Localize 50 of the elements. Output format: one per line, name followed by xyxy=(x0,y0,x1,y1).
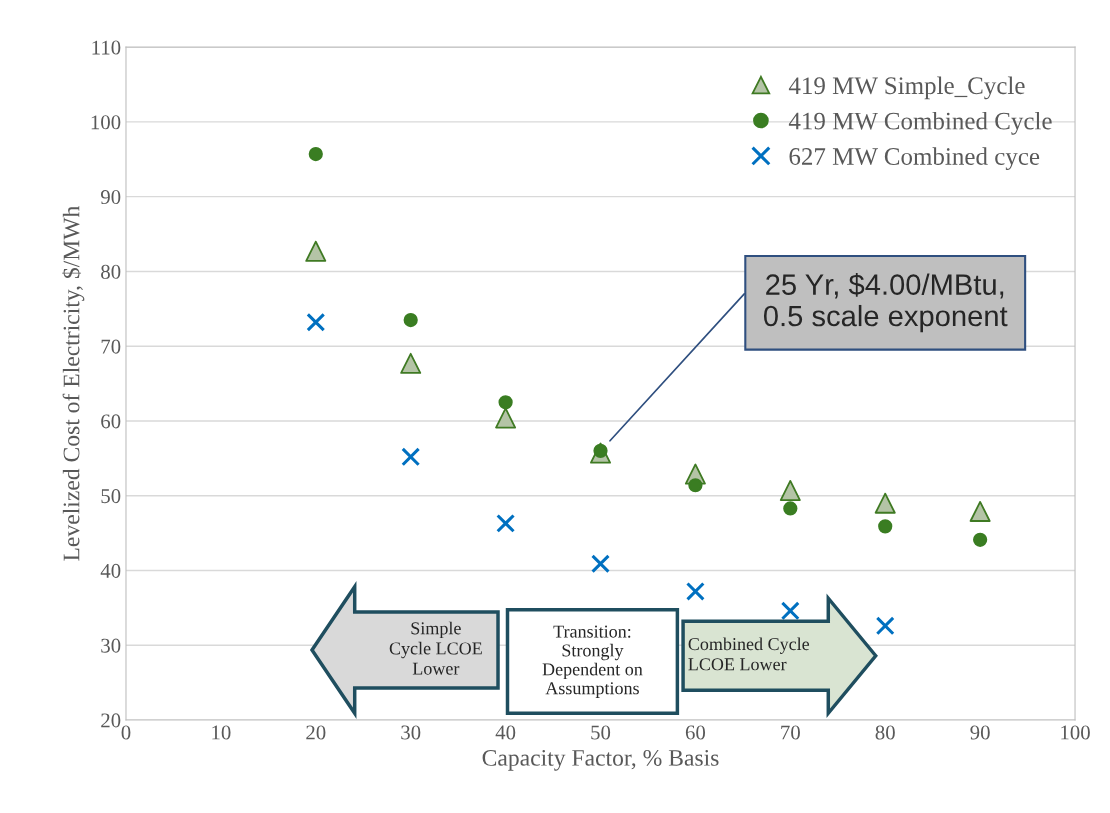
point xyxy=(685,581,705,601)
point xyxy=(878,519,893,534)
point xyxy=(498,395,513,410)
x-tick-label: 50 xyxy=(591,725,611,740)
point xyxy=(874,492,896,514)
y-tick-label: 60 xyxy=(101,414,121,429)
legend-label: 419 MW Combined Cycle xyxy=(788,111,1052,135)
y-tick-label: 80 xyxy=(101,264,121,279)
point xyxy=(783,501,798,516)
x-tick-label: 30 xyxy=(401,725,421,740)
x-tick-label: 60 xyxy=(685,725,706,740)
x-tick-label: 10 xyxy=(212,725,231,740)
x-tick-label: 20 xyxy=(306,725,326,740)
point xyxy=(305,240,327,262)
x-tick-label: 100 xyxy=(1061,725,1090,740)
point xyxy=(496,513,516,533)
point xyxy=(779,480,801,501)
point xyxy=(401,447,421,467)
annotation: 25 Yr, $4.00/MBtu, 0.5 scale exponent xyxy=(763,273,1008,333)
y-tick-label: 100 xyxy=(91,115,121,130)
point xyxy=(973,532,988,547)
x-tick-label: 80 xyxy=(875,725,895,740)
y-tick-label: 30 xyxy=(101,638,121,653)
y-tick-label: 70 xyxy=(101,339,121,354)
legend-label: 419 MW Simple_Cycle xyxy=(788,76,1025,100)
point xyxy=(306,312,326,332)
annotation: Transition: Strongly Dependent on Assumptions xyxy=(542,625,643,698)
y-axis-title: Levelized Cost of Electricity, $/MWh xyxy=(62,205,85,561)
x-axis-title: Capacity Factor, % Basis xyxy=(482,749,719,771)
y-tick-label: 90 xyxy=(100,190,121,205)
y-tick-label: 50 xyxy=(101,489,121,504)
point xyxy=(875,616,895,636)
point xyxy=(780,601,800,621)
x-tick-label: 70 xyxy=(781,725,800,740)
annotation: Combined Cycle LCOE Lower xyxy=(688,637,810,671)
annotation: Simple Cycle LCOE Lower xyxy=(389,621,482,675)
point xyxy=(495,407,517,429)
y-tick-label: 40 xyxy=(100,563,121,578)
point xyxy=(308,146,323,162)
x-tick-label: 0 xyxy=(121,725,131,740)
x-tick-label: 40 xyxy=(495,725,516,740)
y-tick-label: 20 xyxy=(101,713,121,728)
point xyxy=(969,500,991,522)
point xyxy=(688,478,703,493)
y-tick-label: 110 xyxy=(92,40,121,55)
legend-label: 627 MW Combined cyce xyxy=(789,147,1040,171)
point xyxy=(400,352,422,374)
point xyxy=(591,554,610,574)
point xyxy=(403,312,418,328)
x-tick-label: 90 xyxy=(970,725,990,740)
